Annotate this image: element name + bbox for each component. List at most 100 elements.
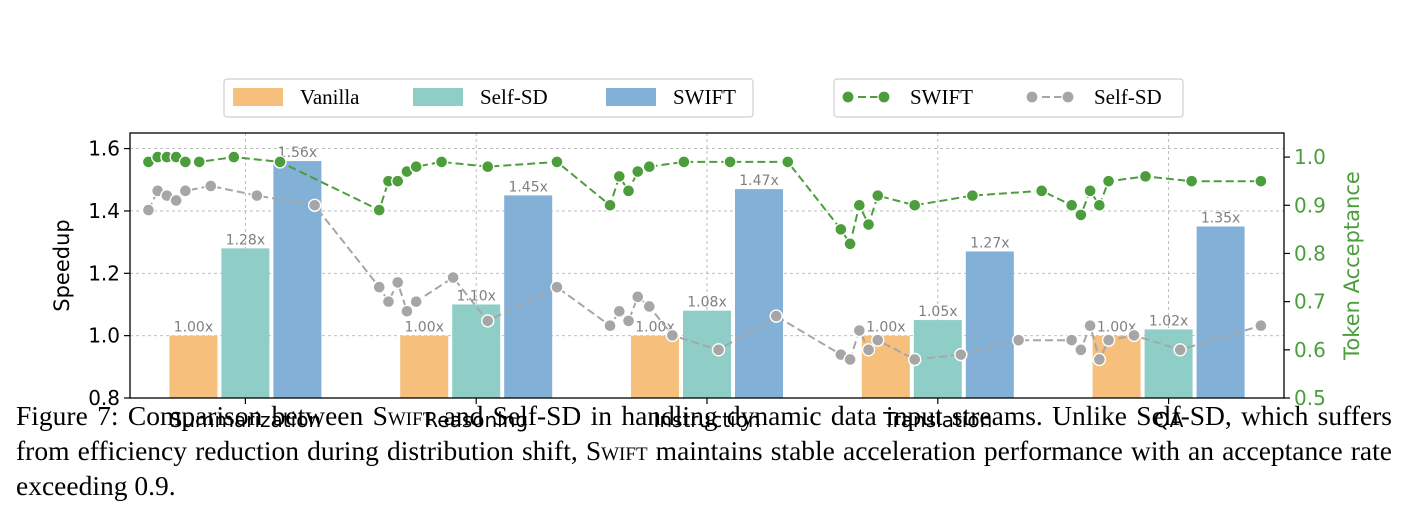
- caption-prefix: Figure 7: Comparison between: [16, 400, 373, 431]
- bar-self-sd: [683, 310, 731, 398]
- bar-vanilla: [169, 335, 218, 398]
- marker-self-sd: [852, 323, 867, 338]
- marker-swift: [1101, 174, 1116, 188]
- marker-self-sd: [381, 294, 396, 309]
- legend-label-line-swift: SWIFT: [910, 85, 973, 109]
- line-self-sd: [147, 184, 1262, 363]
- marker-self-sd: [769, 309, 783, 323]
- y-tick-label: 1.2: [88, 261, 120, 285]
- marker-self-sd: [1127, 328, 1141, 343]
- marker-swift: [612, 169, 626, 184]
- bar-value-label: 1.10x: [456, 288, 495, 304]
- marker-swift: [1254, 174, 1268, 188]
- marker-self-sd: [550, 280, 564, 294]
- bar-value-label: 1.00x: [866, 320, 905, 336]
- y-tick-label: 1.4: [88, 199, 120, 223]
- marker-self-sd: [391, 275, 405, 290]
- figure-caption: Figure 7: Comparison between Swift and S…: [16, 398, 1392, 503]
- marker-self-sd: [446, 270, 460, 285]
- marker-self-sd: [372, 280, 386, 294]
- bar-value-label: 1.05x: [918, 304, 957, 320]
- legend-label-swift: SWIFT: [673, 85, 736, 109]
- marker-swift: [834, 222, 848, 237]
- bar-value-label: 1.00x: [404, 320, 443, 336]
- marker-swift: [621, 184, 636, 198]
- marker-swift: [1184, 174, 1199, 188]
- marker-self-sd: [204, 179, 218, 193]
- legends: Vanilla Self-SD SWIFT SWIFT Self-SD: [223, 78, 1184, 118]
- y2-axis-title: Token Acceptance: [1340, 171, 1364, 361]
- marker-self-sd: [871, 333, 885, 347]
- bar-value-label: 1.00x: [635, 320, 674, 336]
- bar-value-label: 1.08x: [687, 295, 726, 311]
- legend-label-self-sd: Self-SD: [480, 85, 548, 109]
- bar-value-label: 1.27x: [970, 235, 1009, 251]
- marker-self-sd: [409, 294, 423, 309]
- marker-self-sd: [861, 343, 876, 357]
- axes: 0.8 1.0 1.2 1.4 1.6 0.5 0.6 0.7 0.8 0.9 1.0 Summari…: [50, 137, 1364, 432]
- marker-swift: [372, 203, 386, 217]
- marker-swift: [1074, 208, 1088, 222]
- y2-tick-label: 0.9: [1294, 193, 1326, 217]
- legend-label-vanilla: Vanilla: [300, 85, 360, 109]
- marker-swift: [603, 198, 617, 212]
- marker-swift: [192, 155, 206, 169]
- marker-self-sd: [843, 352, 857, 367]
- marker-self-sd: [1083, 319, 1097, 333]
- y2-tick-label: 0.6: [1294, 338, 1326, 362]
- y-tick-label: 1.6: [88, 137, 120, 161]
- marker-self-sd: [665, 328, 680, 343]
- line-legend-box: [833, 78, 1184, 118]
- marker-swift: [1083, 184, 1097, 198]
- marker-self-sd: [141, 203, 156, 217]
- caption-mid: and Self-SD in handling dynamic data inp…: [16, 400, 1392, 466]
- x-tick-label: Reasoning: [424, 408, 528, 432]
- bar-vanilla: [1092, 335, 1141, 398]
- bar-swift: [273, 161, 322, 398]
- marker-self-sd: [603, 319, 617, 333]
- marker-self-sd: [1064, 333, 1079, 347]
- marker-self-sd: [631, 290, 645, 304]
- marker-swift: [843, 237, 857, 251]
- y2-tick-label: 1.0: [1294, 145, 1326, 169]
- caption-swift-2: Swift: [585, 435, 648, 466]
- x-tick-label: Translation: [882, 408, 992, 432]
- marker-swift: [550, 155, 564, 169]
- x-tick-label: Summarization: [170, 408, 321, 432]
- marker-swift: [409, 160, 423, 174]
- marker-swift: [391, 174, 405, 188]
- x-tick-label: QA: [1154, 408, 1184, 432]
- y-tick-label: 0.8: [88, 386, 120, 410]
- y-tick-label: 1.0: [88, 324, 120, 348]
- marker-self-sd: [481, 314, 495, 328]
- marker-self-sd: [711, 343, 726, 357]
- y-axis-title: Speedup: [50, 219, 74, 311]
- legend-marker-swift: [877, 90, 891, 104]
- bar-value-label: 1.47x: [739, 173, 778, 189]
- y2-tick-label: 0.5: [1294, 386, 1326, 410]
- legend-marker-swift: [841, 90, 855, 104]
- marker-swift: [481, 160, 495, 174]
- marker-self-sd: [954, 347, 968, 362]
- bar-value-label: 1.02x: [1149, 313, 1188, 329]
- line-series: [141, 150, 1268, 367]
- bar-value-label: 1.35x: [1201, 211, 1240, 227]
- bar-vanilla: [631, 335, 679, 398]
- bar-value-label: 1.00x: [174, 320, 213, 336]
- legend-label-line-self-sd: Self-SD: [1094, 85, 1162, 109]
- marker-self-sd: [178, 184, 193, 198]
- legend-swatch-self-sd: [413, 88, 463, 106]
- bar-value-label: 1.28x: [226, 232, 265, 248]
- marker-swift: [852, 198, 867, 212]
- marker-swift: [677, 155, 691, 169]
- legend-marker-self-sd: [1061, 90, 1075, 104]
- marker-swift: [871, 188, 885, 203]
- marker-self-sd: [621, 314, 636, 328]
- bar-vanilla: [400, 335, 449, 398]
- marker-self-sd: [1092, 352, 1107, 367]
- legend-marker-self-sd: [1025, 90, 1039, 104]
- y2-tick-label: 0.8: [1294, 241, 1326, 265]
- bar-self-sd: [1144, 329, 1193, 398]
- marker-swift: [642, 160, 656, 174]
- marker-self-sd: [908, 352, 922, 367]
